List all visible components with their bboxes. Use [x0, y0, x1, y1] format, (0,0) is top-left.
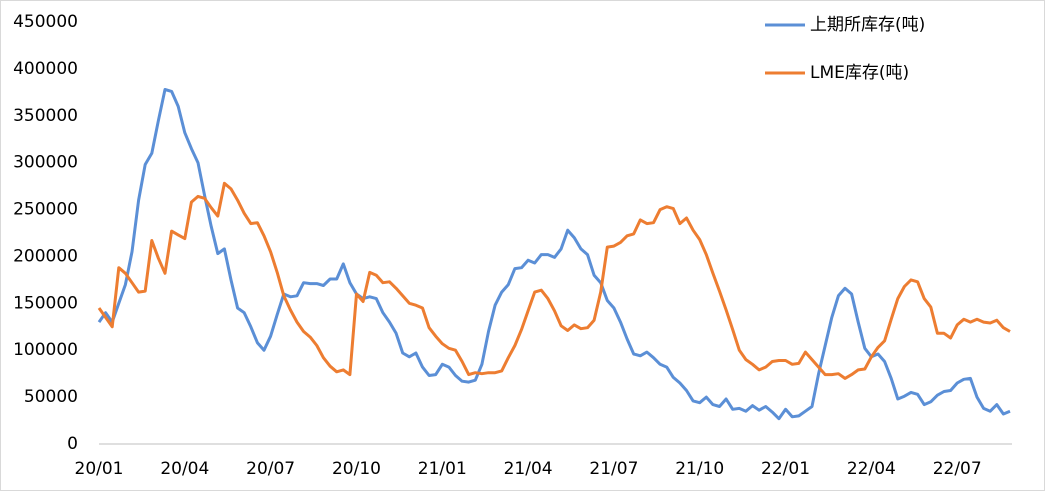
y-tick-label: 450000: [13, 12, 78, 32]
x-tick-label: 21/10: [675, 459, 724, 479]
y-tick-label: 50000: [24, 387, 78, 407]
x-tick-label: 20/04: [160, 459, 209, 479]
y-tick-label: 250000: [13, 200, 78, 220]
y-tick-label: 0: [67, 434, 78, 454]
x-tick-label: 21/07: [589, 459, 638, 479]
x-tick-label: 22/04: [847, 459, 896, 479]
series-line: [97, 181, 1011, 380]
x-tick-label: 21/01: [418, 459, 467, 479]
x-tick-label: 21/04: [504, 459, 553, 479]
series-line: [97, 88, 1011, 421]
x-tick-label: 20/01: [75, 459, 124, 479]
x-tick-label: 20/10: [332, 459, 381, 479]
y-tick-label: 200000: [13, 246, 78, 266]
legend-label: 上期所库存(吨): [810, 15, 925, 35]
y-tick-label: 150000: [13, 293, 78, 313]
legend-label: LME库存(吨): [810, 63, 909, 83]
x-tick-label: 22/07: [933, 459, 982, 479]
x-tick-label: 22/01: [761, 459, 810, 479]
y-tick-label: 300000: [13, 153, 78, 173]
y-tick-label: 400000: [13, 59, 78, 79]
y-tick-label: 350000: [13, 106, 78, 126]
x-tick-label: 20/07: [246, 459, 295, 479]
y-tick-label: 100000: [13, 340, 78, 360]
